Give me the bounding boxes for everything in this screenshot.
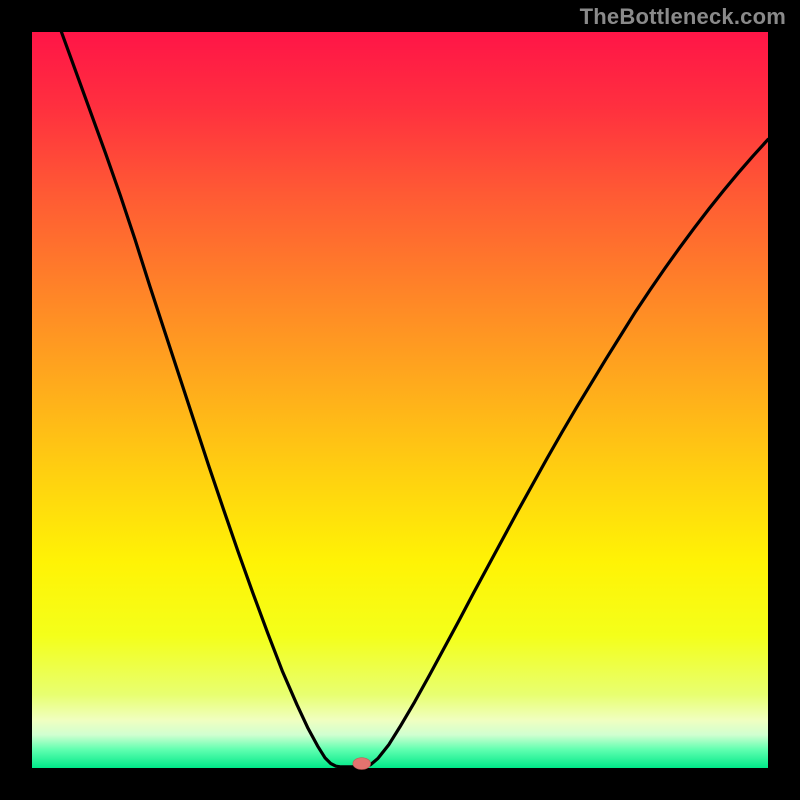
plot-background	[32, 32, 768, 768]
bottleneck-curve-chart	[0, 0, 800, 800]
optimal-point-marker	[353, 758, 371, 770]
chart-container: TheBottleneck.com	[0, 0, 800, 800]
